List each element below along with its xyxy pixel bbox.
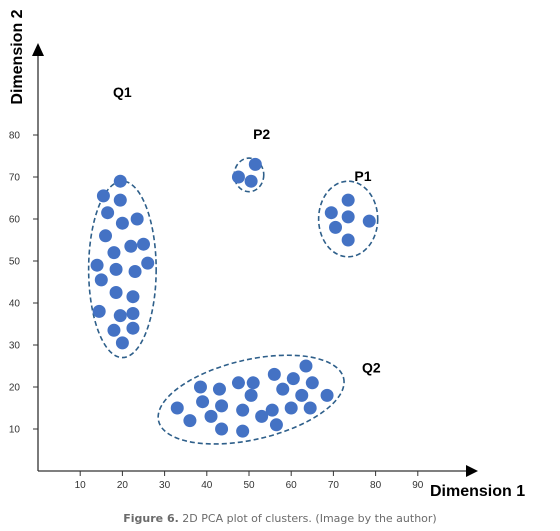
y-tick-label: 60 [9, 215, 21, 226]
cluster-q1-point [107, 323, 121, 337]
cluster-q1-point [90, 258, 104, 272]
x-tick-label: 40 [201, 480, 213, 491]
cluster-q2-point [246, 376, 260, 390]
y-tick-label: 10 [9, 425, 21, 436]
cluster-q2-point [204, 409, 218, 423]
cluster-q2-point [170, 401, 184, 415]
cluster-q2-ellipse [157, 354, 345, 445]
cluster-q2-point [265, 403, 279, 417]
y-tick-label: 30 [9, 341, 21, 352]
x-tick-label: 20 [117, 480, 129, 491]
cluster-q2-point [193, 380, 207, 394]
cluster-q1-point [130, 212, 144, 226]
y-tick-label: 70 [9, 173, 21, 184]
cluster-q2-point [276, 382, 290, 396]
x-tick-label: 50 [243, 480, 255, 491]
cluster-q1-point [101, 206, 115, 220]
cluster-q2-point [236, 403, 250, 417]
cluster-q2-point [305, 376, 319, 390]
cluster-q2-point [320, 388, 334, 402]
cluster-q1-point [109, 286, 123, 299]
cluster-q2-point [212, 382, 226, 396]
x-tick-label: 70 [328, 480, 340, 491]
cluster-p2-point [231, 170, 245, 184]
x-tick-label: 90 [412, 480, 424, 491]
y-axis-title: Dimension 2 [9, 9, 26, 104]
x-tick-label: 30 [159, 480, 171, 491]
cluster-q2-point [303, 401, 317, 415]
cluster-q2-point [236, 424, 250, 438]
cluster-q2-point [255, 409, 269, 423]
cluster-q1-point [109, 262, 123, 276]
cluster-q2-point [286, 372, 300, 386]
cluster-q1-point [113, 174, 127, 188]
cluster-p1-point [341, 210, 355, 224]
y-tick-label: 40 [9, 299, 21, 310]
cluster-q2-point [183, 414, 197, 428]
cluster-q1-point [126, 307, 140, 320]
cluster-q2-point [267, 367, 281, 381]
cluster-q1-point [113, 309, 127, 323]
cluster-q1-point [128, 265, 142, 278]
x-tick-label: 10 [75, 480, 87, 491]
cluster-q1-ellipse [87, 180, 157, 359]
cluster-q2-point [284, 401, 298, 415]
cluster-q2-point [215, 422, 229, 436]
cluster-q2-point [269, 418, 283, 432]
cluster-q1-point [141, 256, 155, 270]
cluster-p2-label: P2 [253, 126, 270, 142]
cluster-q1-point [126, 321, 140, 335]
cluster-p1-point [362, 214, 376, 228]
cluster-q1-point [96, 189, 110, 203]
cluster-q2-label: Q2 [362, 359, 381, 375]
cluster-p1-point [324, 206, 338, 220]
cluster-q2-point [244, 388, 258, 402]
figure-caption-label: Figure 6. [123, 512, 179, 525]
cluster-p2-point [248, 157, 262, 171]
cluster-p1-ellipse [317, 180, 379, 258]
cluster-q1-label: Q1 [113, 84, 132, 100]
figure-caption: Figure 6. 2D PCA plot of clusters. (Imag… [0, 512, 560, 525]
cluster-p2-point [244, 174, 258, 188]
cluster-p1-point [329, 220, 343, 234]
cluster-q1-point [94, 273, 108, 287]
cluster-q1-point [99, 229, 113, 243]
cluster-p1-label: P1 [354, 168, 371, 184]
pca-scatter-plot: 10 20 30 40 50 60 70 80 90 10 20 30 40 50 60 70 80 Dimens… [9, 9, 525, 500]
cluster-q1-point [113, 193, 127, 207]
y-tick-label: 80 [9, 131, 21, 142]
cluster-q2-point [299, 359, 313, 373]
x-axis-title: Dimension 1 [430, 483, 525, 500]
cluster-q1-point [92, 304, 106, 318]
cluster-q2-point [215, 399, 229, 413]
cluster-q1-point [124, 239, 138, 253]
cluster-q1-point [107, 246, 121, 260]
cluster-q2-point [196, 395, 210, 409]
cluster-q2-point [231, 376, 245, 390]
cluster-q1-point [115, 336, 129, 350]
cluster-q1-point [126, 290, 140, 304]
cluster-p1-point [341, 193, 355, 207]
y-axis-arrowhead [32, 43, 44, 56]
cluster-q1-point [115, 216, 129, 230]
y-tick-label: 20 [9, 383, 21, 394]
figure-caption-text: 2D PCA plot of clusters. (Image by the a… [178, 512, 437, 525]
cluster-q2-point [295, 388, 309, 402]
cluster-p1-point [341, 233, 355, 247]
y-tick-label: 50 [9, 257, 21, 268]
x-axis-arrowhead [466, 465, 478, 477]
cluster-q1-point [137, 237, 150, 251]
x-tick-label: 60 [286, 480, 298, 491]
x-tick-label: 80 [370, 480, 382, 491]
